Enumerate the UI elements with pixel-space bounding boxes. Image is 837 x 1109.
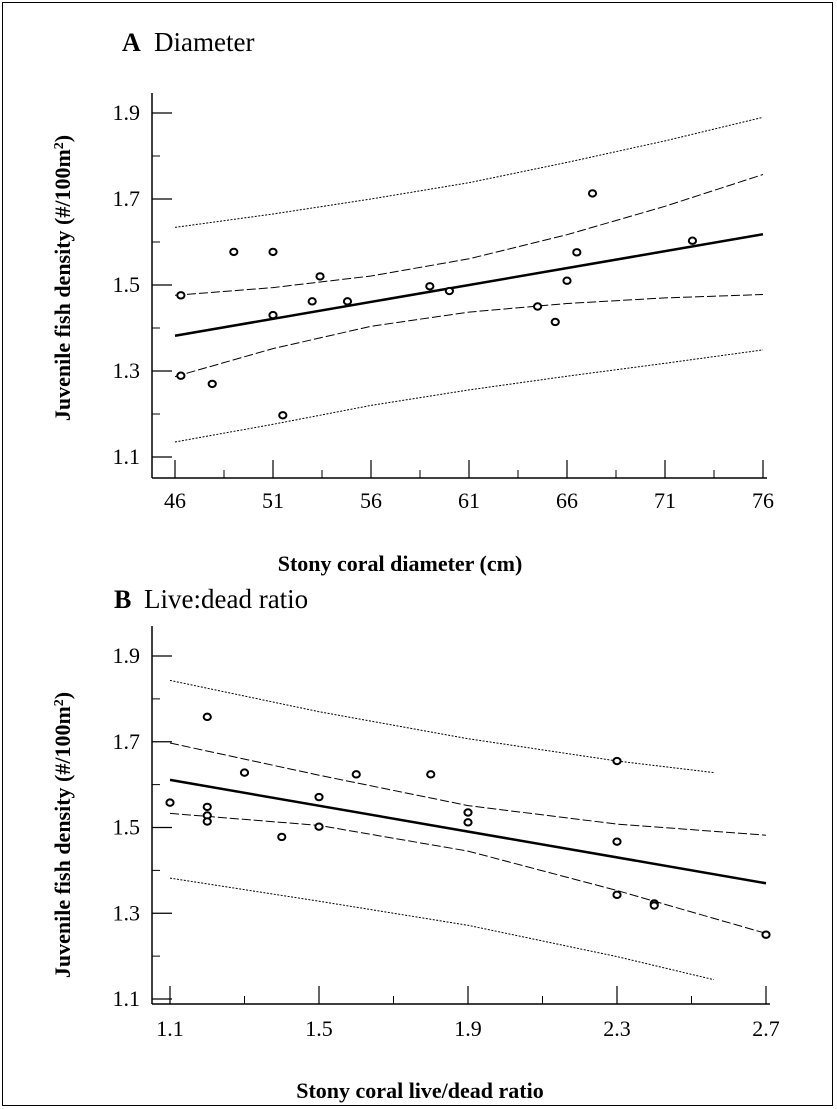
panel-b-y-tick-label: 1.9 bbox=[113, 643, 141, 668]
panel-b-data-point bbox=[612, 837, 622, 846]
panel-a-x-tick-label: 66 bbox=[556, 488, 578, 513]
panel-a-y-tick-label: 1.3 bbox=[113, 358, 141, 383]
panel-b-prediction-band-lower bbox=[169, 877, 715, 981]
panel-b-y-tick-label: 1.1 bbox=[113, 986, 141, 1011]
panel-b-title: Live:dead ratio bbox=[144, 584, 308, 614]
panel-a-data-point bbox=[572, 248, 582, 257]
panel-a-y-axis-label: Juvenile fish density (#/100m2) bbox=[50, 135, 75, 421]
panel-b-data-point bbox=[202, 712, 212, 722]
panel-b-y-tick-label: 1.3 bbox=[113, 900, 141, 925]
panel-a-data-point bbox=[315, 272, 325, 281]
panel-b-y-tick-label: 1.7 bbox=[113, 729, 141, 754]
panel-a-data-point bbox=[550, 317, 560, 327]
panel-b-data-point bbox=[463, 818, 473, 827]
panel-a-prediction-band-lower bbox=[174, 349, 764, 443]
panel-b-data-point bbox=[649, 901, 659, 910]
panel-b-x-tick-label: 2.3 bbox=[603, 1016, 631, 1041]
panel-a-x-tick-label: 51 bbox=[262, 488, 284, 513]
panel-a-data-point bbox=[207, 379, 217, 389]
panel-a-data-point bbox=[587, 189, 598, 198]
panel-b-letter: B bbox=[114, 585, 131, 614]
panel-a-x-tick-label: 56 bbox=[360, 488, 382, 513]
panel-a-y-tick-label: 1.7 bbox=[113, 186, 141, 211]
panel-b-data-point bbox=[351, 770, 361, 779]
panel-a-confidence-band-lower bbox=[174, 294, 764, 378]
panel-b-data-point bbox=[314, 792, 324, 802]
panel-b-data-point bbox=[612, 756, 622, 766]
panel-a-data-point bbox=[533, 302, 543, 311]
panel-a-data-point bbox=[176, 291, 186, 300]
panel-b-data-point bbox=[165, 798, 175, 807]
panel-a-x-tick-label: 61 bbox=[458, 488, 480, 513]
panel-a: A Diameter Stony coral diameter (cm) Juv… bbox=[50, 27, 774, 576]
panel-b-y-tick-label: 1.5 bbox=[113, 815, 141, 840]
panel-b-prediction-band-upper bbox=[169, 679, 714, 774]
panel-b-confidence-band-upper bbox=[169, 742, 767, 836]
panel-b-data-point bbox=[426, 770, 436, 779]
panel-a-x-tick-label: 76 bbox=[752, 488, 774, 513]
panel-b-y-axis-label: Juvenile fish density (#/100m2) bbox=[50, 692, 75, 978]
panel-b-x-tick-label: 1.9 bbox=[454, 1016, 482, 1041]
panel-a-y-tick-label: 1.1 bbox=[113, 444, 141, 469]
panel-b-data-point bbox=[612, 890, 622, 900]
panel-b-confidence-band-lower bbox=[169, 812, 767, 934]
panel-a-x-tick-label: 71 bbox=[654, 488, 676, 513]
panel-a-regression-line bbox=[174, 233, 764, 337]
panel-a-prediction-band-upper bbox=[174, 116, 764, 228]
panel-a-x-axis-label: Stony coral diameter (cm) bbox=[278, 551, 523, 576]
panel-b-data-point bbox=[277, 832, 287, 842]
panel-a-data-point bbox=[229, 247, 239, 257]
panel-b-data-point bbox=[761, 930, 771, 939]
panel-b-data-point bbox=[202, 802, 212, 812]
panel-b-data-point bbox=[463, 808, 473, 817]
panel-b-x-tick-label: 1.5 bbox=[305, 1016, 333, 1041]
panel-b: B Live:dead ratio Stony coral live/dead … bbox=[50, 584, 780, 1103]
panel-a-y-tick-label: 1.5 bbox=[113, 272, 141, 297]
panel-a-data-point bbox=[342, 297, 353, 306]
panel-a-x-tick-label: 46 bbox=[164, 488, 186, 513]
panel-b-x-tick-label: 2.7 bbox=[752, 1016, 780, 1041]
panel-b-x-tick-label: 1.1 bbox=[156, 1016, 184, 1041]
panel-b-data-point bbox=[314, 822, 324, 831]
panel-a-data-point bbox=[444, 286, 454, 296]
panel-a-title: Diameter bbox=[154, 27, 254, 57]
panel-a-data-point bbox=[425, 282, 435, 291]
panel-a-letter: A bbox=[122, 28, 141, 57]
panel-a-data-point bbox=[176, 371, 186, 380]
panel-b-x-axis-label: Stony coral live/dead ratio bbox=[296, 1078, 543, 1103]
panel-b-data-point bbox=[239, 768, 250, 777]
panel-a-y-tick-label: 1.9 bbox=[113, 100, 141, 125]
panel-a-data-point bbox=[307, 297, 317, 306]
panel-a-data-point bbox=[687, 236, 698, 245]
panel-a-data-point bbox=[278, 411, 288, 420]
panel-a-data-point bbox=[562, 276, 572, 285]
panel-a-confidence-band-upper bbox=[174, 174, 764, 296]
panel-b-data-point bbox=[202, 817, 212, 826]
panel-b-regression-line bbox=[169, 778, 767, 885]
panel-a-data-point bbox=[268, 310, 278, 320]
panel-a-data-point bbox=[268, 247, 278, 257]
